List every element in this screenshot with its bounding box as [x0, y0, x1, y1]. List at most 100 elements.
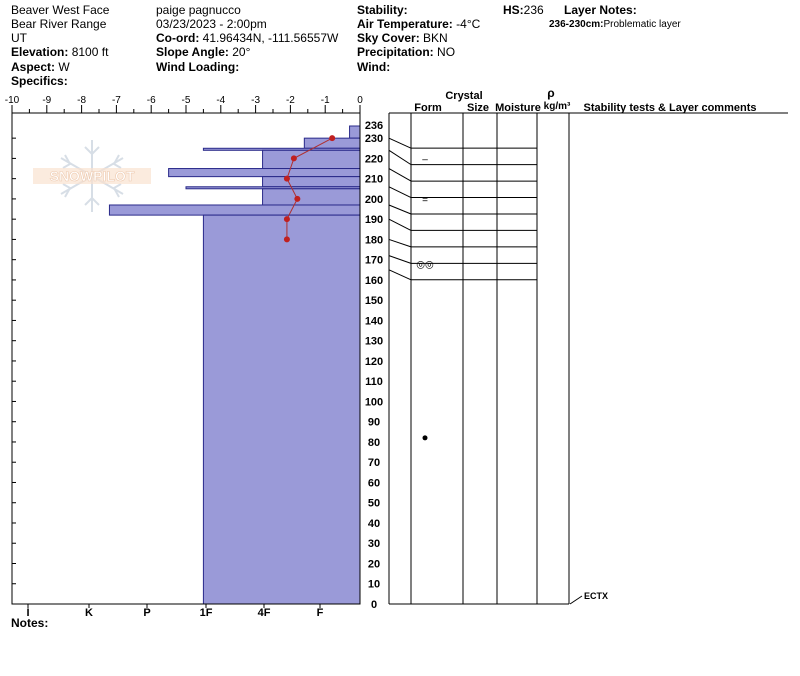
- hardness-bar: [168, 168, 361, 178]
- temp-tick-label: -2: [286, 95, 295, 106]
- elevation-value: 8100 ft: [71, 45, 109, 59]
- temp-point: [329, 135, 336, 142]
- coord-value: 41.96434N, -111.56557W: [202, 31, 339, 45]
- layer-connector: [388, 186, 412, 198]
- temp-tick-label: -7: [112, 95, 121, 106]
- height-tick-label: 80: [368, 437, 380, 449]
- height-tick-label: 180: [365, 234, 383, 246]
- precip-label: Precipitation:: [357, 45, 434, 59]
- height-tick-label: 170: [365, 255, 383, 267]
- height-tick-label: 60: [368, 477, 380, 489]
- stability-test-label: ECTX: [584, 591, 608, 601]
- temp-point: [294, 195, 301, 202]
- hardness-bar: [262, 176, 361, 188]
- precip-value: NO: [437, 45, 456, 59]
- temperature-profile: [283, 135, 336, 243]
- sky-label: Sky Cover:: [357, 31, 420, 45]
- temp-point: [283, 175, 290, 182]
- temp-tick-label: -1: [321, 95, 330, 106]
- wind-loading-label: Wind Loading:: [156, 60, 240, 74]
- hardness-bars: [108, 125, 361, 605]
- hardness-axis: I K P 1F 4F F: [26, 604, 324, 619]
- slope-label: Slope Angle:: [156, 45, 229, 59]
- height-minor-ticks: [12, 137, 16, 605]
- height-tick-label: 0: [371, 599, 377, 611]
- grain-form-symbol: –: [422, 154, 428, 165]
- density-marker: [422, 435, 428, 441]
- hardness-tick-label: 1F: [200, 607, 213, 619]
- height-tick-label: 40: [368, 518, 380, 530]
- height-tick-label: 150: [365, 295, 383, 307]
- hardness-tick-label: I: [26, 607, 29, 619]
- height-tick-label: 30: [368, 538, 380, 550]
- coordinates: Co-ord: 41.96434N, -111.56557W: [156, 31, 338, 45]
- layer-connector: [388, 137, 412, 149]
- temp-tick-label: -5: [182, 95, 191, 106]
- air-temp-label: Air Temperature:: [357, 17, 453, 31]
- height-tick-label: 140: [365, 315, 383, 327]
- aspect: Aspect: W: [11, 60, 70, 74]
- sky-value: BKN: [423, 31, 448, 45]
- temp-tick-label: -6: [147, 95, 156, 106]
- sky-cover: Sky Cover: BKN: [357, 31, 448, 45]
- slope-value: 20°: [232, 45, 251, 59]
- layer-note: 236-230cm:Problematic layer: [549, 18, 681, 32]
- temp-line: [286, 137, 333, 240]
- air-temp-value: -4°C: [456, 17, 481, 31]
- snowflake-icon: [60, 140, 124, 212]
- precipitation: Precipitation: NO: [357, 45, 455, 59]
- hardness-tick-label: 4F: [258, 607, 271, 619]
- temperature-axis: -10 -9 -8 -7 -6 -5 -4 -3 -2 -1 0: [5, 95, 363, 113]
- layer-connector: [388, 218, 412, 231]
- col-comments: Stability tests & Layer comments: [583, 102, 756, 114]
- col-form: Form: [414, 102, 442, 114]
- stability-test-arrow: [569, 595, 583, 605]
- layer-notes-label: Layer Notes:: [564, 3, 637, 17]
- hardness-bar: [108, 204, 361, 216]
- layer-connector: [388, 238, 412, 248]
- height-tick-label: 200: [365, 194, 383, 206]
- height-tick-label: 160: [365, 275, 383, 287]
- height-tick-label: 70: [368, 457, 380, 469]
- hardness-bar: [202, 214, 361, 605]
- hardness-bar: [349, 125, 361, 139]
- hs-label: HS:: [503, 3, 524, 17]
- state-name: UT: [11, 31, 27, 45]
- temp-tick-label: -8: [77, 95, 86, 106]
- height-tick-label: 10: [368, 579, 380, 591]
- layer-symbols: – = ◎◎: [416, 154, 434, 441]
- aspect-label: Aspect:: [11, 60, 56, 74]
- col-rho: ρ: [547, 86, 554, 100]
- col-crystal: Crystal: [445, 90, 482, 102]
- height-tick-label: 110: [365, 376, 383, 388]
- coord-label: Co-ord:: [156, 31, 200, 45]
- height-tick-label: 120: [365, 356, 383, 368]
- col-density-unit: kg/m³: [544, 101, 571, 112]
- layer-connector: [388, 269, 412, 281]
- temp-point: [283, 236, 290, 243]
- notes-label: Notes:: [11, 616, 49, 630]
- observation-datetime: 03/23/2023 - 2:00pm: [156, 17, 267, 31]
- watermark-banner: [33, 168, 151, 184]
- col-moisture: Moisture: [495, 102, 541, 114]
- layer-connector: [388, 255, 412, 264]
- range-name: Bear River Range: [11, 17, 107, 31]
- crystal-table: Crystal Form Size Moisture ρ kg/m³ Stabi…: [388, 86, 788, 605]
- hardness-bar: [262, 188, 361, 206]
- elevation: Elevation: 8100 ft: [11, 45, 108, 59]
- hardness-tick-label: K: [85, 607, 93, 619]
- stability-tests: ECTX: [569, 591, 608, 605]
- layer-connector: [388, 168, 412, 182]
- aspect-value: W: [58, 60, 70, 74]
- layer-note-range: 236-230cm:: [549, 19, 604, 30]
- temp-point: [283, 216, 290, 223]
- observer-name: paige pagnucco: [156, 3, 241, 17]
- height-tick-label: 50: [368, 498, 380, 510]
- slope-angle: Slope Angle: 20°: [156, 45, 250, 59]
- elevation-label: Elevation:: [11, 45, 69, 59]
- hardness-bar: [262, 149, 361, 170]
- watermark-text: SNOWPILOT: [50, 168, 135, 184]
- temp-tick-label: -9: [42, 95, 51, 106]
- air-temperature: Air Temperature: -4°C: [357, 17, 480, 31]
- height-tick-label: 210: [365, 174, 383, 186]
